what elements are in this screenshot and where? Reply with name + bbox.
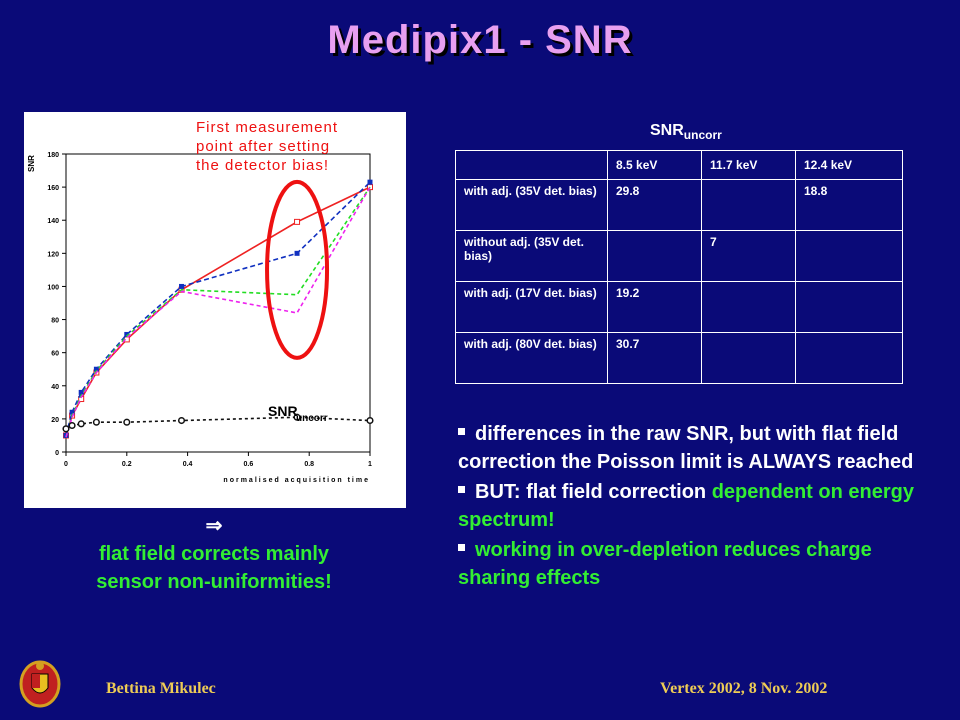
bullet-3: working in over-depletion reduces charge… (458, 536, 948, 592)
table-title-sub: uncorr (683, 128, 722, 143)
snr-chart: 0 20 40 60 80 100 120 140 160 180 0 0.2 0.4 0.6 0.8 1 SN… (24, 112, 406, 508)
x-tick-label: 0.2 (122, 461, 132, 468)
data-point (294, 250, 300, 256)
table-cell: 7 (701, 230, 796, 282)
footer-event: Vertex 2002, 8 Nov. 2002 (660, 680, 828, 697)
table-cell: with adj. (17V det. bias) (455, 281, 608, 333)
table-row: without adj. (35V det. bias) 7 (455, 230, 903, 282)
table-header-cell: 11.7 keV (701, 150, 796, 180)
bullet-square-icon (458, 486, 465, 494)
note-line-1: flat field corrects mainly (98, 543, 330, 565)
data-point (367, 179, 373, 185)
table-title-main: SNR (650, 122, 684, 139)
x-tick-label: 0 (64, 461, 68, 468)
data-point (366, 416, 374, 425)
bullet-list: differences in the raw SNR, but with fla… (458, 420, 948, 594)
table-cell: with adj. (35V det. bias) (455, 179, 608, 231)
y-tick-label: 160 (47, 185, 59, 192)
y-tick-label: 120 (47, 251, 59, 258)
table-header-cell (455, 150, 608, 180)
series-label-sub: uncorr (296, 413, 328, 424)
bullet-1: differences in the raw SNR, but with fla… (458, 420, 948, 476)
highlight-ellipse (265, 179, 330, 360)
table-cell: without adj. (35V det. bias) (455, 230, 608, 282)
data-point (62, 425, 70, 433)
arrow-icon: ⇒ (205, 515, 223, 537)
series-line (65, 181, 371, 436)
bullet-2: BUT: flat field correction dependent on … (458, 478, 948, 534)
data-point (77, 420, 85, 428)
data-point (177, 416, 186, 425)
note-line-2: sensor non-uniformities! (96, 571, 332, 593)
table-cell: with adj. (80V det. bias) (455, 332, 608, 384)
data-point (69, 409, 75, 415)
data-point (78, 389, 84, 395)
bullet-square-icon (458, 428, 465, 436)
university-logo-icon (19, 660, 61, 708)
y-tick-label: 100 (47, 284, 59, 291)
note: ⇒ flat field corrects mainly sensor non-… (44, 512, 384, 596)
table-cell (795, 230, 903, 282)
snr-table: 8.5 keV 11.7 keV 12.4 keV with adj. (35V de… (455, 150, 903, 384)
y-axis-label: SNR (27, 155, 36, 172)
table-row: with adj. (35V det. bias) 29.8 18.8 (455, 179, 903, 231)
table-title: SNRuncorr (650, 122, 722, 142)
table-header-cell: 8.5 keV (607, 150, 702, 180)
plot-frame (65, 153, 371, 453)
table-row: with adj. (80V det. bias) 30.7 (455, 332, 903, 384)
y-tick-label: 80 (51, 318, 59, 325)
table-cell (701, 179, 796, 231)
table-header-cell: 12.4 keV (795, 150, 903, 180)
footer-author: Bettina Mikulec (106, 680, 216, 697)
annotation-text: First measurement (196, 119, 338, 136)
bullet-3-text: working in over-depletion reduces charge… (458, 539, 872, 589)
bullet-1-text: differences in the raw SNR, but with fla… (458, 423, 914, 473)
x-tick-label: 0.6 (244, 461, 254, 468)
data-point (179, 283, 185, 289)
table-cell (795, 281, 903, 333)
y-tick-label: 0 (55, 450, 59, 457)
table-cell: 19.2 (607, 281, 702, 333)
bullet-2-highlight: dependent on energy spectrum! (458, 481, 914, 531)
data-point (124, 331, 130, 337)
y-tick-label: 20 (51, 417, 59, 424)
table-row: with adj. (17V det. bias) 19.2 (455, 281, 903, 333)
x-tick-label: 0.8 (304, 461, 314, 468)
bullet-2-text: BUT: flat field correction (475, 481, 707, 503)
y-tick-label: 140 (47, 218, 59, 225)
series-line (65, 186, 371, 438)
table-cell: 30.7 (607, 332, 702, 384)
series-line (65, 186, 371, 438)
table-cell (701, 332, 796, 384)
data-point (68, 421, 76, 430)
snr-chart-svg: 0 20 40 60 80 100 120 140 160 180 0 0.2 0.4 0.6 0.8 1 SN… (27, 119, 374, 484)
table-cell (607, 230, 702, 282)
x-tick-label: 0.4 (183, 461, 193, 468)
data-point (294, 218, 301, 225)
data-point (123, 418, 131, 426)
table-header-row: 8.5 keV 11.7 keV 12.4 keV (455, 150, 903, 180)
y-tick-label: 180 (47, 152, 59, 159)
x-axis-label: normalised acquisition time (223, 477, 370, 484)
series-label: SNR (268, 403, 298, 419)
data-point (92, 418, 100, 426)
y-tick-label: 40 (51, 384, 59, 391)
data-point (93, 366, 99, 372)
table-cell: 18.8 (795, 179, 903, 231)
table-cell: 29.8 (607, 179, 702, 231)
table-cell (701, 281, 796, 333)
annotation-text: point after setting (196, 138, 330, 155)
y-tick-label: 60 (51, 351, 59, 358)
slide-title: Medipix1 - SNR (327, 18, 633, 62)
annotation-text: the detector bias! (196, 157, 329, 174)
x-tick-label: 1 (368, 461, 372, 468)
table-cell (795, 332, 903, 384)
data-point (293, 413, 301, 421)
bullet-square-icon (458, 544, 465, 552)
